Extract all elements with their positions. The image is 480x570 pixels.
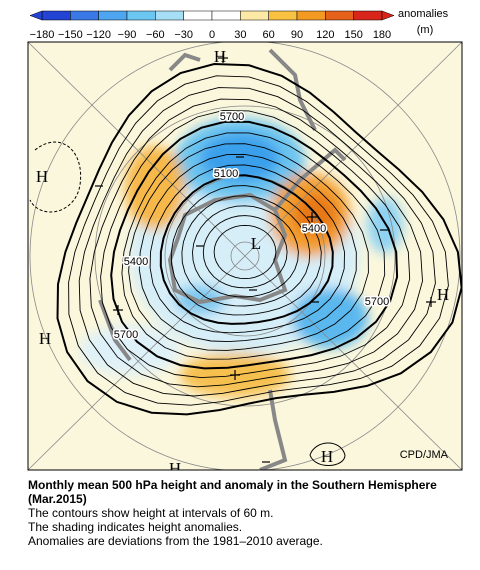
colorbar-segment xyxy=(353,10,383,21)
colorbar-unit: (m) xyxy=(417,24,434,36)
height-contours xyxy=(56,62,462,416)
map: 5700 5100 5400 5400 5700 5700 H H H H H H L CPD/JMA xyxy=(28,42,462,478)
caption-line: Anomalies are deviations from the 1981–2… xyxy=(28,534,323,548)
colorbar-label: 30 xyxy=(234,29,246,41)
contour xyxy=(110,120,399,370)
contour xyxy=(192,205,299,298)
anomaly-shading xyxy=(80,118,403,397)
high-label: H xyxy=(321,447,333,466)
colorbar-label: −60 xyxy=(146,29,165,41)
contour xyxy=(128,143,369,351)
colorbar-label: 180 xyxy=(373,29,391,41)
colorbar-label: 150 xyxy=(344,29,362,41)
minor-marks xyxy=(95,53,436,463)
colorbar: −180 −150 −120 −90 −60 −30 0 30 60 90 120 150 180 xyxy=(29,10,395,41)
graticule xyxy=(28,42,462,470)
contour-label: 5100 xyxy=(214,168,238,180)
colorbar-label: −30 xyxy=(174,29,193,41)
colorbar-label: 60 xyxy=(263,29,275,41)
colorbar-segment xyxy=(41,10,71,21)
caption: Monthly mean 500 hPa height and anomaly … xyxy=(28,478,468,548)
contour xyxy=(100,110,411,379)
colorbar-segment xyxy=(70,10,99,21)
colorbar-segment xyxy=(296,10,326,21)
colorbar-label: −150 xyxy=(58,29,83,41)
contour xyxy=(138,153,357,343)
colorbar-segment xyxy=(211,10,241,21)
antarctica-coast xyxy=(167,147,347,305)
coastlines xyxy=(98,48,317,470)
contour xyxy=(181,195,311,307)
contour xyxy=(213,224,277,280)
colorbar-label: −180 xyxy=(30,29,55,41)
colorbar-segment xyxy=(325,10,354,21)
high-label: H xyxy=(169,459,181,478)
colorbar-end xyxy=(29,10,43,21)
contour xyxy=(170,185,322,316)
caption-title: Monthly mean 500 hPa height and anomaly … xyxy=(28,478,437,506)
contour xyxy=(56,62,462,416)
contour-label: 5400 xyxy=(302,223,326,235)
credit: CPD/JMA xyxy=(400,449,449,461)
low-label: L xyxy=(251,234,261,253)
colorbar-segment xyxy=(183,10,213,21)
contour xyxy=(202,215,288,289)
high-label: H xyxy=(36,167,48,186)
high-label: H xyxy=(39,329,51,348)
contour xyxy=(78,87,436,397)
colorbar-end xyxy=(381,10,395,21)
contour xyxy=(68,75,449,406)
colorbar-segment xyxy=(155,10,184,21)
contour xyxy=(29,141,82,213)
contour-label: 5400 xyxy=(124,256,148,268)
contour-label: 5700 xyxy=(114,329,138,341)
colorbar-title: anomalies xyxy=(398,8,449,20)
contour xyxy=(121,132,386,360)
caption-line: The contours show height at intervals of… xyxy=(28,506,274,520)
contour xyxy=(149,164,345,334)
contour xyxy=(89,98,423,388)
contour-label: 5700 xyxy=(365,296,389,308)
colorbar-label: 120 xyxy=(316,29,334,41)
colorbar-segment xyxy=(268,10,298,21)
colorbar-label: −90 xyxy=(118,29,137,41)
contour-label: 5700 xyxy=(220,111,244,123)
colorbar-segment xyxy=(240,10,269,21)
colorbar-label: 0 xyxy=(209,29,215,41)
colorbar-label: −120 xyxy=(86,29,111,41)
colorbar-segment xyxy=(126,10,156,21)
colorbar-segment xyxy=(98,10,128,21)
high-label: H xyxy=(214,47,226,66)
contour xyxy=(309,442,346,466)
contour xyxy=(159,174,334,325)
map-frame xyxy=(27,41,463,471)
caption-line: The shading indicates height anomalies. xyxy=(28,520,243,534)
high-label: H xyxy=(437,285,449,304)
colorbar-label: 90 xyxy=(291,29,303,41)
